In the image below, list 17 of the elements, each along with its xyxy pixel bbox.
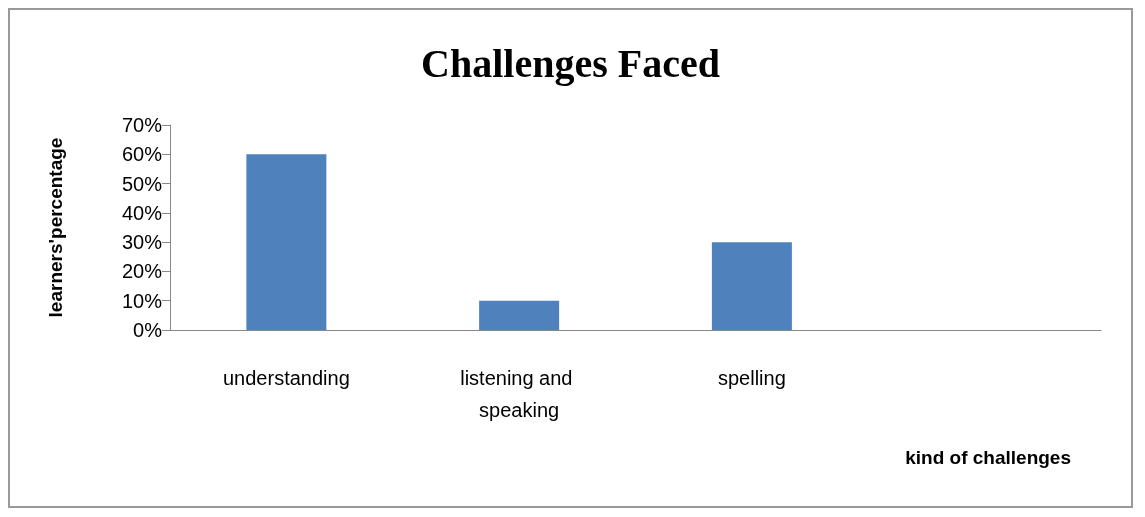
y-tick-label: 40% <box>121 201 163 224</box>
y-tick-label: 10% <box>121 289 163 312</box>
bar <box>246 154 327 330</box>
y-axis-title: learners'percentage <box>45 137 66 318</box>
y-tick-label: 70% <box>121 114 163 136</box>
y-tick-label: 50% <box>121 172 163 195</box>
y-tick-label: 0% <box>133 319 163 341</box>
y-tick-label: 60% <box>121 143 163 166</box>
bar <box>479 300 560 330</box>
x-axis-title: kind of challenges <box>905 447 1071 468</box>
x-tick-label: listening and speaking <box>460 367 579 421</box>
bar <box>711 242 792 330</box>
x-tick-label: spelling <box>717 367 786 389</box>
y-tick-label: 20% <box>121 260 163 283</box>
chart-title: Challenges Faced <box>421 40 720 86</box>
y-tick-label: 30% <box>121 231 163 254</box>
x-tick-label: understanding <box>222 367 350 389</box>
